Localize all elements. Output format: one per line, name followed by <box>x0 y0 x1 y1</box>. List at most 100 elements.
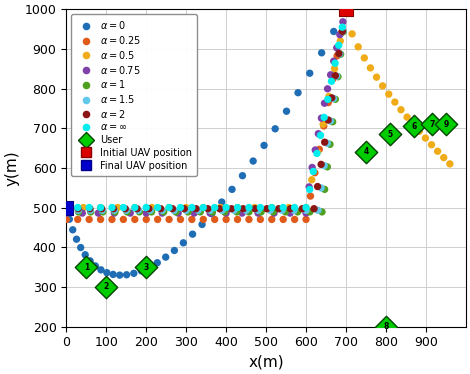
Point <box>63 205 70 211</box>
Point <box>294 209 301 215</box>
Point <box>442 121 450 127</box>
Point <box>165 217 173 223</box>
Point <box>216 206 223 212</box>
Point <box>209 209 216 215</box>
Point <box>154 217 161 223</box>
Point <box>354 44 362 50</box>
Point <box>415 128 423 134</box>
Point <box>208 211 216 217</box>
Point <box>254 207 262 213</box>
Point <box>162 254 170 260</box>
Point <box>69 227 77 233</box>
Point <box>63 206 70 212</box>
Point <box>283 108 290 114</box>
Point <box>66 216 73 222</box>
Point <box>286 210 294 216</box>
Point <box>92 263 99 269</box>
Point <box>338 24 346 30</box>
Point <box>339 28 346 34</box>
Point <box>99 207 106 213</box>
Point <box>142 217 150 223</box>
Point <box>307 193 314 199</box>
Point <box>234 205 241 211</box>
Point <box>323 140 331 146</box>
Point <box>314 184 321 190</box>
Point <box>98 206 105 212</box>
Point <box>336 51 344 57</box>
Point <box>324 99 332 105</box>
Point <box>254 210 262 216</box>
Text: 5: 5 <box>387 130 392 139</box>
Point <box>428 142 435 148</box>
Point <box>145 264 153 270</box>
Point <box>182 207 190 213</box>
Point <box>290 207 298 213</box>
Point <box>182 205 190 211</box>
Point <box>131 205 139 211</box>
Point <box>275 206 282 212</box>
Point <box>342 6 350 12</box>
Point <box>138 268 145 274</box>
Point <box>97 205 104 211</box>
Point <box>180 206 188 212</box>
Point <box>386 131 394 137</box>
Point <box>446 161 454 167</box>
Point <box>154 260 161 266</box>
Point <box>63 209 70 215</box>
Point <box>268 217 275 223</box>
Point <box>308 165 316 171</box>
Point <box>410 123 418 129</box>
Point <box>195 207 202 213</box>
Point <box>110 272 117 278</box>
Point <box>243 207 250 213</box>
Point <box>339 19 347 25</box>
Point <box>367 65 374 71</box>
Point <box>302 217 310 223</box>
Point <box>348 31 356 37</box>
Point <box>133 206 141 212</box>
Point <box>278 207 286 213</box>
Point <box>211 205 219 211</box>
Point <box>206 210 214 216</box>
Point <box>86 217 93 223</box>
Point <box>342 6 350 12</box>
Point <box>169 206 176 212</box>
Point <box>327 72 334 78</box>
Point <box>317 185 325 191</box>
Point <box>81 252 89 258</box>
Point <box>86 207 94 213</box>
Point <box>148 205 156 211</box>
Point <box>233 209 241 215</box>
Point <box>329 119 337 125</box>
Point <box>282 209 289 215</box>
Point <box>221 209 228 215</box>
Point <box>86 205 93 211</box>
Point <box>258 209 265 215</box>
Point <box>382 324 390 329</box>
Point <box>222 217 230 223</box>
Point <box>136 209 143 215</box>
Point <box>333 45 341 51</box>
Point <box>177 217 184 223</box>
Point <box>325 94 333 99</box>
Point <box>379 83 386 89</box>
Point <box>268 205 275 211</box>
Point <box>189 231 196 237</box>
Point <box>302 207 310 213</box>
Point <box>434 148 441 154</box>
Point <box>63 205 70 211</box>
Point <box>122 206 129 212</box>
Point <box>234 217 241 223</box>
Point <box>302 205 310 211</box>
Point <box>294 90 302 96</box>
Point <box>335 50 343 56</box>
Point <box>111 209 119 215</box>
Point <box>83 264 90 270</box>
Point <box>97 217 104 223</box>
Point <box>230 207 238 213</box>
Point <box>123 272 130 278</box>
Point <box>74 217 81 223</box>
Y-axis label: y(m): y(m) <box>4 150 19 186</box>
Point <box>291 205 298 211</box>
Point <box>331 73 339 79</box>
